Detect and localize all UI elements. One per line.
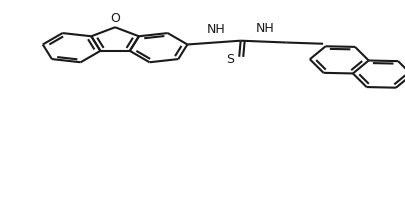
Text: NH: NH xyxy=(206,23,225,36)
Text: NH: NH xyxy=(256,22,274,35)
Text: S: S xyxy=(226,53,234,66)
Text: O: O xyxy=(110,12,120,25)
